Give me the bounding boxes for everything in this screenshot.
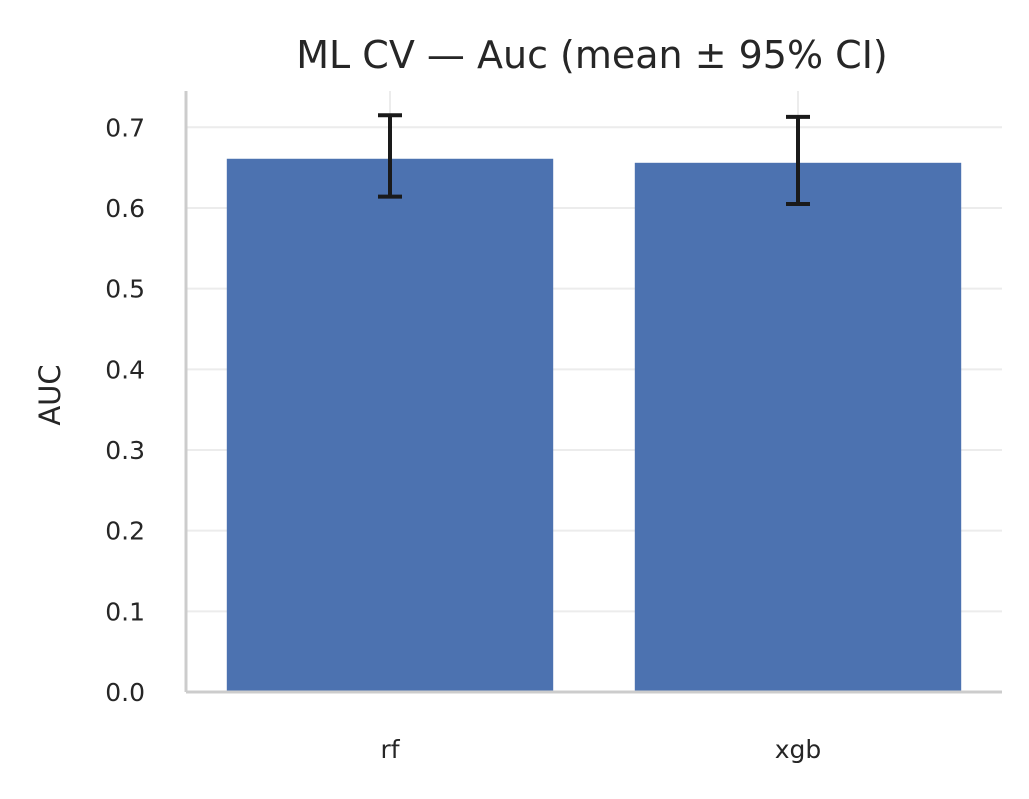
y-tick-label: 0.4	[105, 355, 145, 384]
x-tick-label: rf	[380, 735, 400, 764]
x-tick-label: xgb	[775, 735, 822, 764]
y-tick-labels: 0.0 0.1 0.2 0.3 0.4 0.5 0.6 0.7	[105, 113, 145, 707]
y-axis-label: AUC	[33, 364, 67, 425]
bar-xgb	[634, 162, 962, 693]
y-tick-label: 0.2	[105, 517, 145, 546]
y-tick-label: 0.1	[105, 597, 145, 626]
y-tick-label: 0.0	[105, 678, 145, 707]
y-tick-label: 0.7	[105, 113, 145, 142]
x-tick-labels: rf xgb	[380, 735, 821, 764]
error-bar-rf	[378, 113, 402, 199]
y-tick-label: 0.6	[105, 194, 145, 223]
y-tick-label: 0.3	[105, 436, 145, 465]
error-bars	[378, 113, 810, 206]
error-bar-xgb	[786, 114, 810, 206]
chart-title: ML CV — Auc (mean ± 95% CI)	[296, 33, 887, 77]
bar-rf	[226, 158, 554, 692]
y-tick-label: 0.5	[105, 275, 145, 304]
bars	[226, 158, 962, 693]
